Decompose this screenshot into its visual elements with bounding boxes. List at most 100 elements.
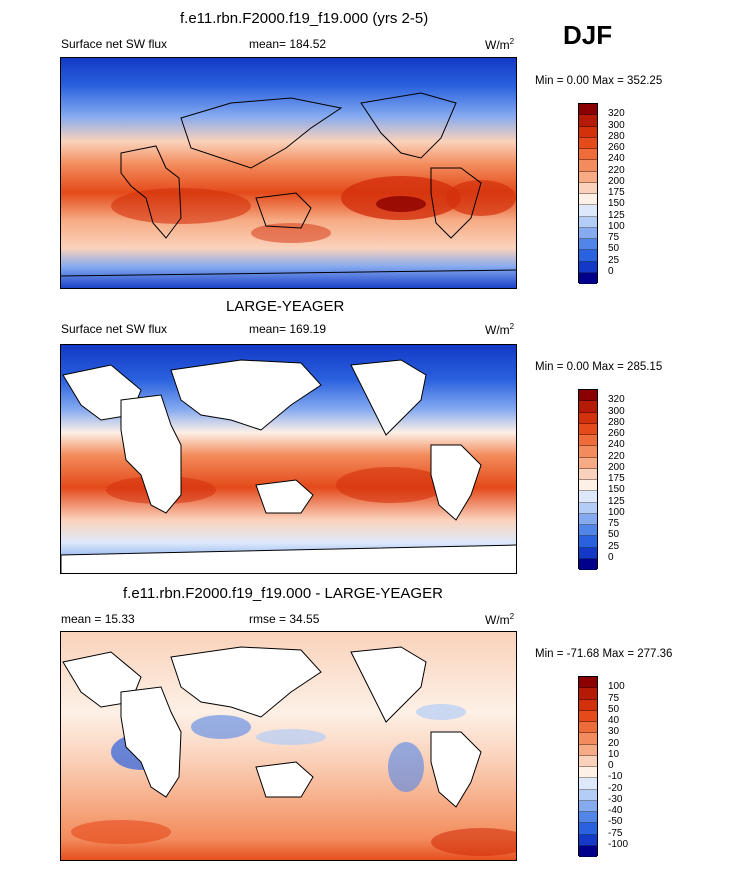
colorbar-tick-label: 320 (608, 108, 625, 120)
colorbar-tick-label: 50 (608, 243, 620, 255)
panel1-mean-label: mean= 184.52 (249, 37, 327, 51)
colorbar-swatch (579, 823, 597, 835)
colorbar-tick-label: 0 (608, 265, 614, 277)
panel3-map (60, 631, 517, 861)
colorbar-swatch (579, 767, 597, 779)
panel3-units: W/m2 (485, 612, 515, 627)
colorbar-tick-label: 150 (608, 198, 625, 210)
colorbar-tick-label: -40 (608, 805, 623, 816)
colorbar-tick-label: 260 (608, 428, 625, 439)
colorbar-swatch (579, 536, 597, 548)
colorbar-swatch (579, 412, 597, 424)
panel2-units: W/m2 (485, 322, 515, 337)
colorbar-tick-label: 50 (608, 529, 620, 541)
panel3-minmax: Min = -71.68 Max = 277.36 (535, 648, 673, 660)
season-label: DJF (563, 20, 613, 50)
colorbar-swatch (579, 250, 597, 262)
colorbar-swatch (579, 457, 597, 469)
colorbar-swatch (579, 800, 597, 812)
colorbar-swatch (579, 115, 597, 127)
colorbar-tick-label: 125 (608, 209, 625, 221)
colorbar-tick-label: 175 (608, 473, 625, 484)
colorbar-swatch (579, 755, 597, 767)
colorbar-tick-label: 50 (608, 703, 620, 715)
colorbar-tick-label: 280 (608, 130, 625, 142)
colorbar-tick-label: 200 (608, 461, 625, 473)
colorbar-swatch (579, 390, 597, 402)
colorbar-swatch (579, 423, 597, 435)
colorbar-tick-label: 280 (608, 416, 625, 428)
colorbar-tick-label: 30 (608, 726, 620, 738)
colorbar-swatch (579, 547, 597, 559)
colorbar-swatch (579, 171, 597, 183)
colorbar-tick-label: 220 (608, 164, 625, 176)
colorbar-swatch (579, 182, 597, 194)
colorbar-tick-label: 200 (608, 175, 625, 187)
colorbar-tick-label: 10 (608, 748, 620, 760)
colorbar-swatch (579, 688, 597, 700)
colorbar-tick-label: 100 (608, 220, 625, 232)
colorbar-swatch (579, 160, 597, 172)
colorbar-swatch (579, 513, 597, 525)
colorbar-tick-label: 260 (608, 142, 625, 153)
colorbar-tick-label: 240 (608, 153, 625, 165)
colorbar-swatch (579, 435, 597, 447)
colorbar-swatch (579, 789, 597, 801)
colorbar-swatch (579, 502, 597, 514)
panel1-map (60, 57, 517, 289)
panel1-title: f.e11.rbn.F2000.f19_f19.000 (yrs 2-5) (180, 10, 429, 27)
colorbar-swatch (579, 744, 597, 756)
colorbar-swatch (579, 525, 597, 537)
panel3-colorbar (578, 676, 598, 857)
colorbar-swatch (579, 778, 597, 790)
colorbar-swatch (579, 812, 597, 824)
panel1-minmax: Min = 0.00 Max = 352.25 (535, 75, 663, 87)
colorbar-swatch (579, 834, 597, 846)
colorbar-swatch (579, 699, 597, 711)
colorbar-swatch (579, 126, 597, 138)
panel3-title: f.e11.rbn.F2000.f19_f19.000 - LARGE-YEAG… (123, 585, 443, 602)
colorbar-swatch (579, 137, 597, 149)
colorbar-tick-label: 75 (608, 692, 620, 704)
panel2-minmax: Min = 0.00 Max = 285.15 (535, 361, 663, 373)
colorbar-tick-label: 175 (608, 187, 625, 198)
colorbar-tick-label: 40 (608, 715, 620, 726)
colorbar-tick-label: 100 (608, 506, 625, 518)
panel2-map (60, 344, 517, 574)
colorbar-swatch (579, 272, 597, 284)
colorbar-tick-label: 25 (608, 540, 620, 552)
colorbar-tick-label: 300 (608, 119, 625, 131)
panel1-colorbar (578, 103, 598, 284)
colorbar-tick-label: 0 (608, 760, 614, 771)
colorbar-tick-label: -100 (608, 838, 629, 850)
colorbar-swatch (579, 446, 597, 458)
panel2-variable-label: Surface net SW flux (61, 322, 168, 336)
colorbar-swatch (579, 401, 597, 413)
colorbar-tick-label: 0 (608, 551, 614, 563)
colorbar-tick-label: 320 (608, 394, 625, 406)
panel2-colorbar (578, 389, 598, 570)
colorbar-tick-label: 300 (608, 405, 625, 417)
colorbar-swatch (579, 227, 597, 239)
colorbar-tick-label: 240 (608, 439, 625, 451)
colorbar-swatch (579, 491, 597, 503)
colorbar-tick-label: 125 (608, 495, 625, 507)
panel1-variable-label: Surface net SW flux (61, 37, 168, 51)
colorbar-swatch (579, 104, 597, 116)
colorbar-tick-label: 100 (608, 681, 625, 693)
colorbar-tick-label: 25 (608, 254, 620, 266)
colorbar-swatch (579, 677, 597, 689)
colorbar-swatch (579, 216, 597, 228)
colorbar-swatch (579, 722, 597, 734)
colorbar-tick-label: -10 (608, 771, 623, 783)
panel2-title: LARGE-YEAGER (226, 298, 345, 315)
colorbar-tick-label: 75 (608, 518, 620, 529)
colorbar-swatch (579, 558, 597, 570)
colorbar-swatch (579, 480, 597, 492)
colorbar-tick-label: 75 (608, 232, 620, 243)
colorbar-swatch (579, 149, 597, 161)
colorbar-swatch (579, 239, 597, 251)
colorbar-swatch (579, 468, 597, 480)
colorbar-swatch (579, 845, 597, 857)
colorbar-tick-label: -20 (608, 782, 623, 794)
